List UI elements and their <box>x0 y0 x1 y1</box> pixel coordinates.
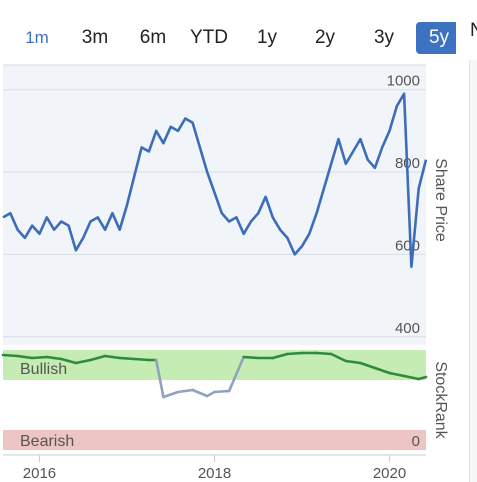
range-button-2y[interactable]: 2y <box>314 27 336 48</box>
stockrank-segment <box>227 355 245 393</box>
stockrank-segment <box>329 352 348 363</box>
stockrank-axis-label: StockRank <box>432 361 449 439</box>
share-price-axis-label: Share Price <box>432 158 449 242</box>
x-tick-label: 2018 <box>198 465 231 482</box>
range-button-1m[interactable]: 1m <box>25 28 49 47</box>
stockrank-segment <box>213 389 231 394</box>
stockrank-segment <box>286 351 304 356</box>
stockrank-segment <box>154 358 165 399</box>
bullish-band <box>3 350 426 380</box>
range-selector: 1m 3m 6m YTD 1y 2y 3y 5y <box>0 22 456 56</box>
stockrank-segment <box>417 375 428 381</box>
stockrank-segment <box>45 355 63 361</box>
stockrank-segment <box>344 359 362 365</box>
stockrank-segment <box>315 351 333 356</box>
range-button-ytd[interactable]: YTD <box>190 27 228 48</box>
price-gridlines <box>3 89 426 338</box>
range-button-6m[interactable]: 6m <box>139 27 167 48</box>
stockrank-zero-label: 0 <box>412 433 420 450</box>
bullish-label: Bullish <box>20 361 67 378</box>
stockrank-segment <box>1 353 19 358</box>
stockrank-segment <box>242 355 260 360</box>
share-price-line <box>2 92 428 269</box>
stockrank-segment <box>388 371 406 378</box>
stockrank-segment <box>373 366 391 375</box>
stockrank-segment <box>133 357 151 362</box>
range-button-5y[interactable]: 5y <box>416 22 456 54</box>
stockrank-segment <box>74 358 92 365</box>
bearish-band <box>3 430 426 450</box>
stockrank-segment <box>176 388 194 394</box>
price-plot-area <box>3 65 426 345</box>
right-panel-edge <box>469 60 477 482</box>
price-tick-label: 1000 <box>387 73 420 90</box>
stockrank-segment <box>59 357 78 365</box>
stockrank-segment <box>271 352 289 360</box>
stockrank-segment <box>89 354 107 362</box>
stockrank-segment <box>191 388 209 398</box>
panel-header-fragment: N <box>470 20 477 41</box>
stockrank-segment <box>402 374 421 381</box>
stockrank-segment <box>205 390 216 398</box>
stockrank-segment <box>16 354 34 360</box>
stockrank-segment <box>118 356 136 361</box>
stockrank-segment <box>162 390 180 399</box>
stockrank-line <box>1 351 428 399</box>
price-tick-label: 400 <box>395 320 420 337</box>
stockrank-segment <box>359 361 377 370</box>
range-button-1y[interactable]: 1y <box>256 27 278 48</box>
x-tick-label: 2020 <box>373 465 406 482</box>
x-axis-ticks: 2016 2018 2020 <box>23 455 406 482</box>
price-tick-label: 600 <box>395 237 420 254</box>
x-tick-label: 2016 <box>23 465 56 482</box>
bearish-label: Bearish <box>20 433 74 450</box>
stockrank-segment <box>30 355 49 360</box>
stockrank-segment <box>103 354 121 360</box>
range-button-3m[interactable]: 3m <box>81 27 109 48</box>
range-button-3y[interactable]: 3y <box>373 27 395 48</box>
